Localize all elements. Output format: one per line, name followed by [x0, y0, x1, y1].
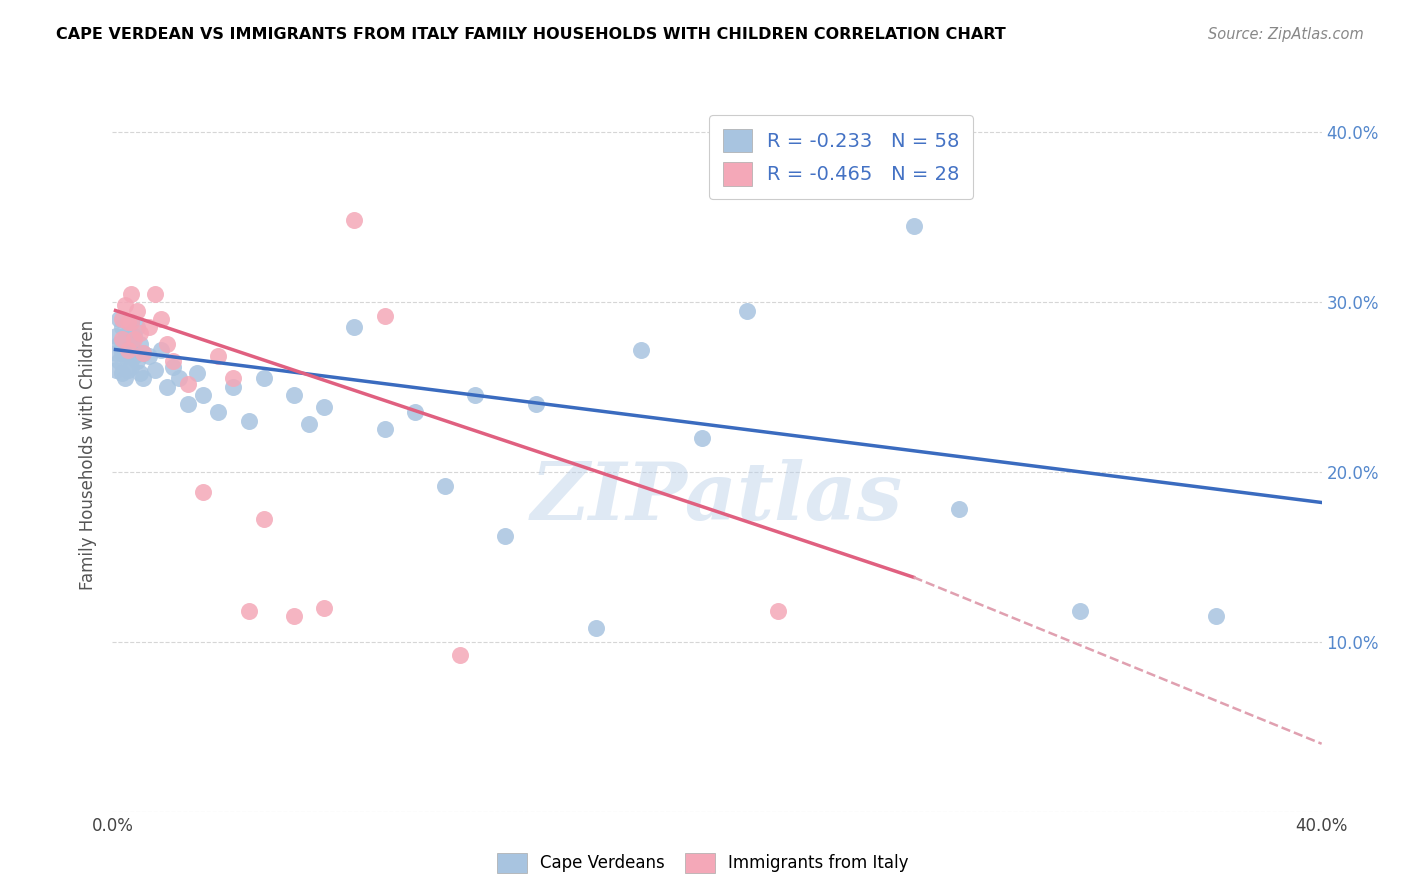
Point: [253, 371, 276, 385]
Point: [464, 388, 486, 402]
Point: [690, 431, 713, 445]
Point: [630, 343, 652, 357]
Point: [128, 337, 150, 351]
Point: [253, 512, 276, 526]
Point: [186, 367, 208, 381]
Point: [766, 604, 789, 618]
Point: [120, 315, 142, 329]
Point: [128, 367, 150, 381]
Point: [125, 354, 148, 368]
Point: [107, 337, 129, 351]
Point: [449, 648, 471, 663]
Point: [122, 332, 145, 346]
Legend: R = -0.233   N = 58, R = -0.465   N = 28: R = -0.233 N = 58, R = -0.465 N = 28: [709, 115, 973, 200]
Point: [117, 326, 139, 340]
Point: [207, 350, 229, 364]
Point: [114, 371, 136, 385]
Point: [143, 286, 166, 301]
Point: [524, 397, 547, 411]
Point: [120, 315, 142, 329]
Point: [138, 350, 160, 364]
Point: [737, 303, 759, 318]
Point: [156, 337, 179, 351]
Point: [107, 312, 129, 326]
Point: [132, 346, 155, 360]
Point: [110, 367, 132, 381]
Point: [132, 346, 155, 360]
Point: [191, 485, 214, 500]
Point: [110, 312, 132, 326]
Point: [283, 388, 305, 402]
Text: Source: ZipAtlas.com: Source: ZipAtlas.com: [1208, 27, 1364, 42]
Point: [374, 422, 396, 436]
Point: [433, 478, 456, 492]
Point: [117, 315, 139, 329]
Point: [104, 363, 127, 377]
Point: [374, 309, 396, 323]
Point: [117, 343, 139, 357]
Point: [156, 380, 179, 394]
Point: [107, 354, 129, 368]
Y-axis label: Family Households with Children: Family Households with Children: [79, 320, 97, 590]
Point: [177, 397, 200, 411]
Point: [162, 354, 184, 368]
Point: [222, 380, 245, 394]
Text: ZIPatlas: ZIPatlas: [531, 459, 903, 536]
Point: [114, 350, 136, 364]
Point: [314, 600, 336, 615]
Point: [104, 329, 127, 343]
Point: [149, 312, 172, 326]
Point: [114, 298, 136, 312]
Point: [117, 343, 139, 357]
Point: [125, 320, 148, 334]
Point: [343, 213, 366, 227]
Point: [110, 332, 132, 346]
Point: [117, 363, 139, 377]
Point: [404, 405, 426, 419]
Point: [125, 303, 148, 318]
Point: [149, 343, 172, 357]
Point: [104, 346, 127, 360]
Point: [238, 414, 260, 428]
Point: [110, 320, 132, 334]
Point: [1069, 604, 1091, 618]
Point: [110, 346, 132, 360]
Point: [143, 363, 166, 377]
Point: [238, 604, 260, 618]
Point: [114, 332, 136, 346]
Point: [122, 350, 145, 364]
Point: [122, 329, 145, 343]
Point: [903, 219, 925, 233]
Point: [120, 286, 142, 301]
Point: [207, 405, 229, 419]
Point: [222, 371, 245, 385]
Point: [167, 371, 190, 385]
Text: CAPE VERDEAN VS IMMIGRANTS FROM ITALY FAMILY HOUSEHOLDS WITH CHILDREN CORRELATIO: CAPE VERDEAN VS IMMIGRANTS FROM ITALY FA…: [56, 27, 1005, 42]
Point: [495, 529, 517, 543]
Point: [120, 359, 142, 374]
Point: [314, 401, 336, 415]
Point: [343, 320, 366, 334]
Point: [1205, 609, 1227, 624]
Point: [298, 417, 321, 432]
Point: [191, 388, 214, 402]
Point: [120, 337, 142, 351]
Point: [138, 320, 160, 334]
Point: [162, 359, 184, 374]
Point: [128, 326, 150, 340]
Point: [132, 371, 155, 385]
Point: [827, 176, 849, 190]
Point: [177, 376, 200, 391]
Point: [585, 621, 607, 635]
Point: [948, 502, 970, 516]
Legend: Cape Verdeans, Immigrants from Italy: Cape Verdeans, Immigrants from Italy: [491, 847, 915, 880]
Point: [283, 609, 305, 624]
